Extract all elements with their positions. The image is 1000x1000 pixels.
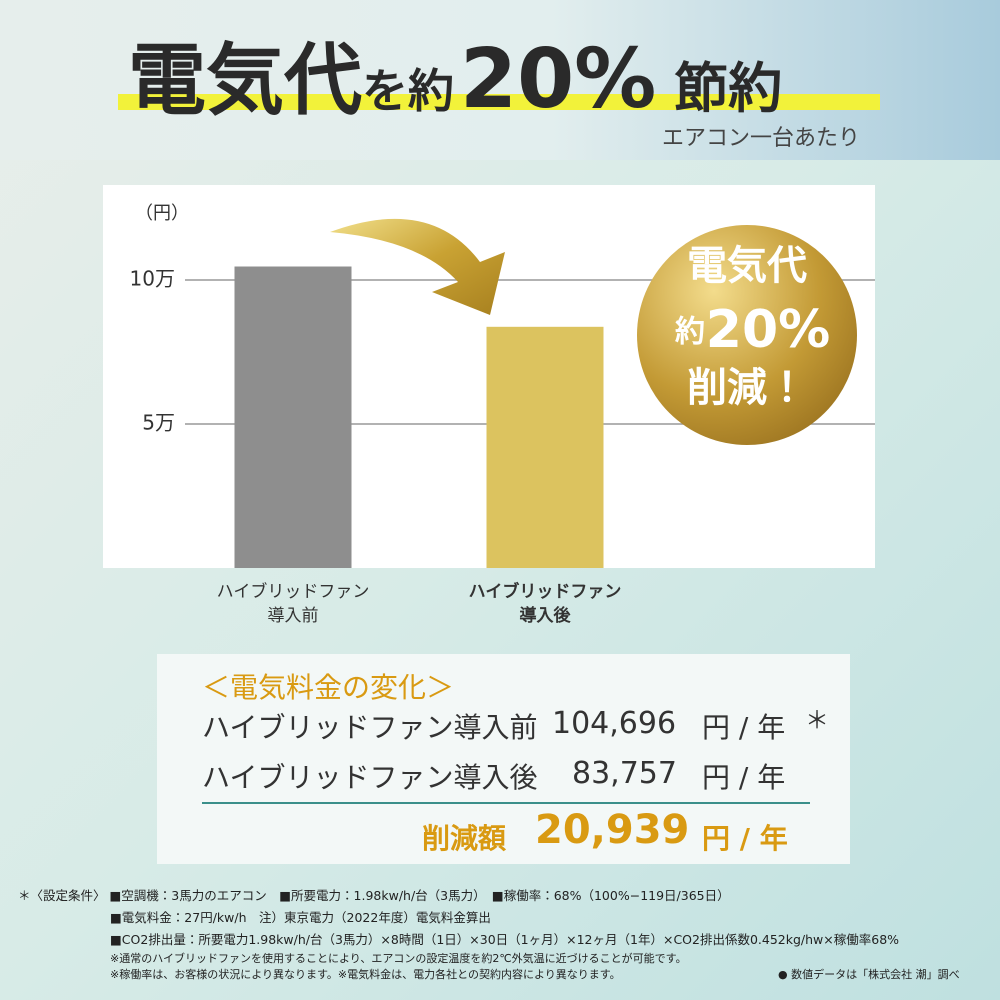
summary-heading: ＜電気料金の変化＞ — [202, 671, 455, 704]
bar — [234, 266, 352, 568]
divider — [202, 802, 810, 804]
badge-text: 20% — [706, 300, 830, 360]
reduction-unit: 円 / 年 — [702, 822, 788, 855]
summary-box: ＜電気料金の変化＞ ハイブリッドファン導入前 104,696 円 / 年 ＊ ハ… — [157, 654, 850, 864]
title-band — [0, 0, 1000, 160]
x-tick-label: ハイブリッドファン 導入後 — [468, 582, 622, 626]
bar — [486, 326, 604, 568]
title-part: 20% — [460, 32, 657, 127]
badge-text: 約 — [675, 315, 705, 350]
title-part: 電気代 — [128, 36, 363, 126]
x-tick-label: ハイブリッドファン 導入前 — [216, 582, 370, 626]
row-amount: 104,696 — [552, 706, 677, 741]
badge-text: 削減！ — [687, 365, 807, 411]
footnote: ● 数値データは「株式会社 潮」調べ — [778, 968, 960, 981]
footnote: ■電気料金：27円/kw/h 注）東京電力（2022年度）電気料金算出 — [110, 910, 491, 925]
row-amount: 83,757 — [572, 756, 677, 791]
y-tick-label: 10万 — [130, 267, 175, 291]
badge-text: 電気代 — [687, 243, 807, 289]
title-highlight — [118, 94, 880, 110]
title-part: を約 — [362, 64, 455, 118]
y-tick-label: 5万 — [142, 411, 175, 435]
row-unit: 円 / 年 — [702, 761, 786, 794]
row-label: ハイブリッドファン導入後 — [202, 761, 538, 794]
row-note: ＊ — [805, 706, 829, 734]
row-label: ハイブリッドファン導入前 — [202, 711, 538, 744]
footnote: ＊〈設定条件〉 ■空調機：3馬力のエアコン ■所要電力：1.98kw/h/台（3… — [18, 888, 730, 903]
badge — [637, 225, 857, 445]
footnote: ※稼働率は、お客様の状況により異なります。※電気料金は、電力各社との契約内容によ… — [110, 968, 621, 981]
subtitle: エアコン一台あたり — [661, 126, 860, 151]
row-unit: 円 / 年 — [702, 711, 786, 744]
reduction-amount: 20,939 — [535, 807, 690, 853]
y-axis-label: （円） — [135, 203, 189, 224]
arrow — [330, 218, 505, 315]
footnote: ■CO2排出量：所要電力1.98kw/h/台（3馬力）×8時間（1日）×30日（… — [110, 932, 900, 947]
title-part: 節約 — [674, 57, 783, 120]
footnote: ※通常のハイブリッドファンを使用することにより、エアコンの設定温度を約2℃外気温… — [110, 952, 687, 965]
title: 電気代 を約 20% 節約 — [128, 18, 782, 130]
reduction-label: 削減額 — [422, 822, 507, 855]
